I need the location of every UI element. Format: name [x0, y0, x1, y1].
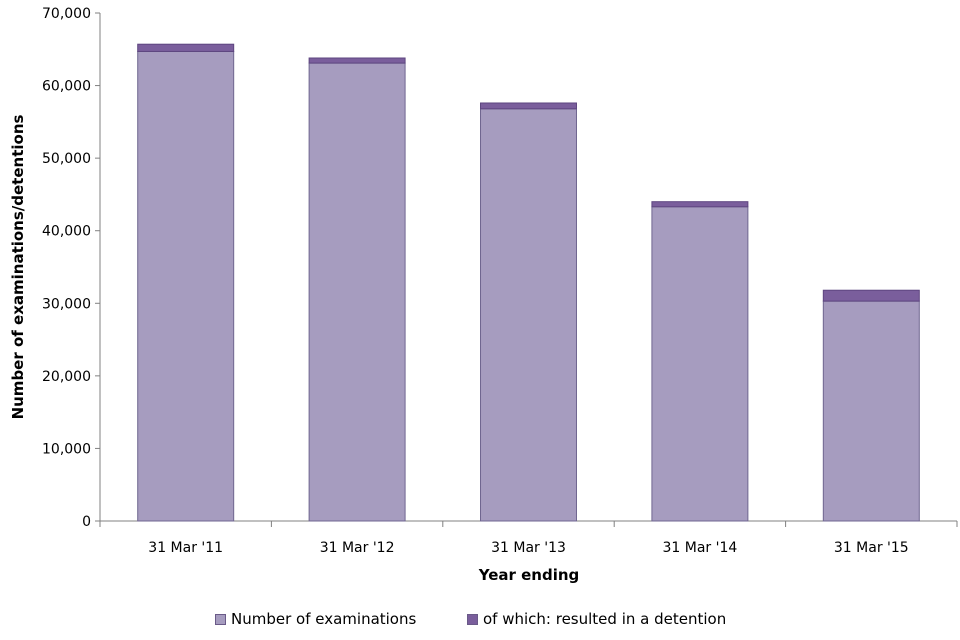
- bar-detentions: [651, 201, 749, 208]
- legend-item-examinations: Number of examinations: [215, 610, 416, 628]
- legend-label-examinations: Number of examinations: [231, 610, 417, 628]
- bar-examinations: [137, 50, 235, 522]
- y-tick-label: 10,000: [42, 441, 91, 457]
- x-tick-label: 31 Mar '11: [148, 540, 223, 556]
- legend-swatch-examinations: [215, 613, 226, 625]
- bar-examinations: [308, 62, 406, 522]
- x-tick-label: 31 Mar '13: [491, 540, 566, 556]
- legend: Number of examinations of which: resulte…: [0, 610, 960, 634]
- x-tick-label: 31 Mar '14: [663, 540, 738, 556]
- legend-swatch-detentions: [467, 613, 478, 625]
- bar-examinations: [822, 300, 920, 522]
- y-tick-label: 60,000: [42, 79, 91, 95]
- bar-detentions: [137, 43, 235, 52]
- y-tick-label: 40,000: [42, 224, 91, 240]
- bars: [137, 43, 920, 522]
- bar-examinations: [480, 108, 577, 522]
- legend-label-detentions: of which: resulted in a detention: [483, 610, 727, 628]
- y-tick-label: 0: [82, 514, 91, 530]
- bar-detentions: [308, 57, 406, 64]
- bar-examinations: [651, 206, 749, 522]
- y-tick-label: 70,000: [42, 6, 91, 22]
- y-axis-title: Number of examinations/detentions: [9, 115, 27, 420]
- x-tick-label: 31 Mar '15: [834, 540, 909, 556]
- x-axis-title: Year ending: [478, 566, 580, 584]
- legend-item-detentions: of which: resulted in a detention: [467, 610, 726, 628]
- x-tick-label: 31 Mar '12: [320, 540, 395, 556]
- y-tick-label: 30,000: [42, 296, 91, 312]
- bar-chart: 0 10,000 20,000 30,000 40,000 50,000 60,000 70,…: [9, 6, 958, 584]
- y-axis: 0 10,000 20,000 30,000 40,000 50,000 60,000 70,…: [42, 6, 101, 530]
- y-tick-label: 20,000: [42, 369, 91, 385]
- bar-detentions: [480, 102, 577, 110]
- bar-detentions: [822, 289, 920, 302]
- x-axis: 31 Mar '11 31 Mar '12 31 Mar '13 31 Mar '14…: [99, 520, 958, 556]
- y-tick-label: 50,000: [42, 151, 91, 167]
